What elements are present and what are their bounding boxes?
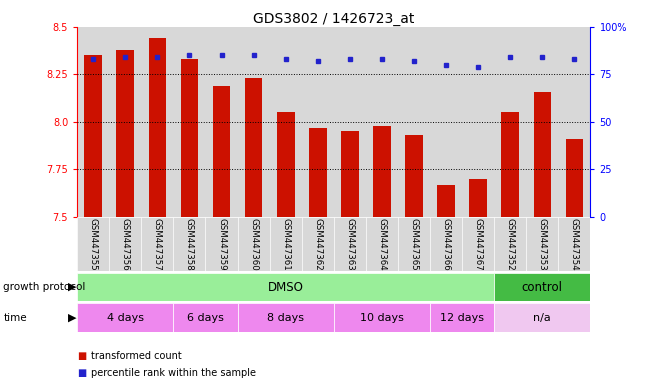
Text: GSM447364: GSM447364 <box>378 218 386 271</box>
Bar <box>430 217 462 271</box>
Bar <box>180 59 198 217</box>
Bar <box>173 303 238 332</box>
Text: ■: ■ <box>77 351 87 361</box>
Bar <box>309 127 327 217</box>
Text: GSM447359: GSM447359 <box>217 218 226 271</box>
Text: GSM447354: GSM447354 <box>570 218 579 271</box>
Bar <box>117 50 134 217</box>
Text: time: time <box>3 313 27 323</box>
Bar <box>430 303 495 332</box>
Text: ▶: ▶ <box>68 313 76 323</box>
Bar <box>373 126 391 217</box>
Text: ■: ■ <box>77 368 87 378</box>
Text: GSM447367: GSM447367 <box>474 218 482 271</box>
Bar <box>302 217 334 271</box>
Bar <box>77 273 495 301</box>
Bar <box>430 27 462 217</box>
Bar <box>437 185 455 217</box>
Bar <box>526 27 558 217</box>
Bar <box>205 217 238 271</box>
Text: 6 days: 6 days <box>187 313 224 323</box>
Bar <box>558 27 590 217</box>
Bar <box>533 91 551 217</box>
Bar <box>142 27 173 217</box>
Text: GSM447361: GSM447361 <box>281 218 290 271</box>
Bar <box>148 38 166 217</box>
Bar <box>470 179 487 217</box>
Bar <box>238 217 270 271</box>
Bar <box>205 27 238 217</box>
Bar <box>566 139 583 217</box>
Text: GSM447365: GSM447365 <box>409 218 419 271</box>
Text: GSM447355: GSM447355 <box>89 218 98 271</box>
Bar <box>334 303 430 332</box>
Text: control: control <box>522 281 563 293</box>
Bar <box>398 217 430 271</box>
Text: GSM447362: GSM447362 <box>313 218 322 271</box>
Bar <box>213 86 230 217</box>
Bar <box>495 27 526 217</box>
Bar <box>526 217 558 271</box>
Bar <box>270 27 302 217</box>
Bar <box>462 217 495 271</box>
Text: DMSO: DMSO <box>268 281 304 293</box>
Text: ▶: ▶ <box>68 282 76 292</box>
Bar <box>501 113 519 217</box>
Bar <box>398 27 430 217</box>
Bar <box>77 303 173 332</box>
Bar <box>77 27 109 217</box>
Bar <box>277 113 295 217</box>
Text: percentile rank within the sample: percentile rank within the sample <box>91 368 256 378</box>
Title: GDS3802 / 1426723_at: GDS3802 / 1426723_at <box>253 12 415 26</box>
Bar <box>109 27 142 217</box>
Bar <box>238 303 334 332</box>
Bar <box>302 27 334 217</box>
Bar <box>245 78 262 217</box>
Text: 12 days: 12 days <box>440 313 484 323</box>
Bar <box>142 217 173 271</box>
Bar <box>334 217 366 271</box>
Text: GSM447356: GSM447356 <box>121 218 130 271</box>
Text: GSM447366: GSM447366 <box>442 218 451 271</box>
Bar <box>77 217 109 271</box>
Bar <box>366 217 398 271</box>
Text: transformed count: transformed count <box>91 351 181 361</box>
Bar <box>85 55 102 217</box>
Text: GSM447352: GSM447352 <box>506 218 515 271</box>
Text: GSM447363: GSM447363 <box>346 218 354 271</box>
Bar <box>238 27 270 217</box>
Bar <box>495 273 590 301</box>
Text: GSM447357: GSM447357 <box>153 218 162 271</box>
Bar <box>341 131 359 217</box>
Bar <box>173 217 205 271</box>
Bar <box>558 217 590 271</box>
Text: GSM447360: GSM447360 <box>249 218 258 271</box>
Bar <box>270 217 302 271</box>
Bar <box>405 135 423 217</box>
Text: 8 days: 8 days <box>267 313 304 323</box>
Bar <box>366 27 398 217</box>
Text: GSM447353: GSM447353 <box>538 218 547 271</box>
Bar <box>173 27 205 217</box>
Text: growth protocol: growth protocol <box>3 282 86 292</box>
Bar <box>109 217 142 271</box>
Bar <box>495 217 526 271</box>
Bar <box>334 27 366 217</box>
Bar <box>495 303 590 332</box>
Text: 10 days: 10 days <box>360 313 404 323</box>
Bar <box>462 27 495 217</box>
Text: 4 days: 4 days <box>107 313 144 323</box>
Text: n/a: n/a <box>533 313 552 323</box>
Text: GSM447358: GSM447358 <box>185 218 194 271</box>
